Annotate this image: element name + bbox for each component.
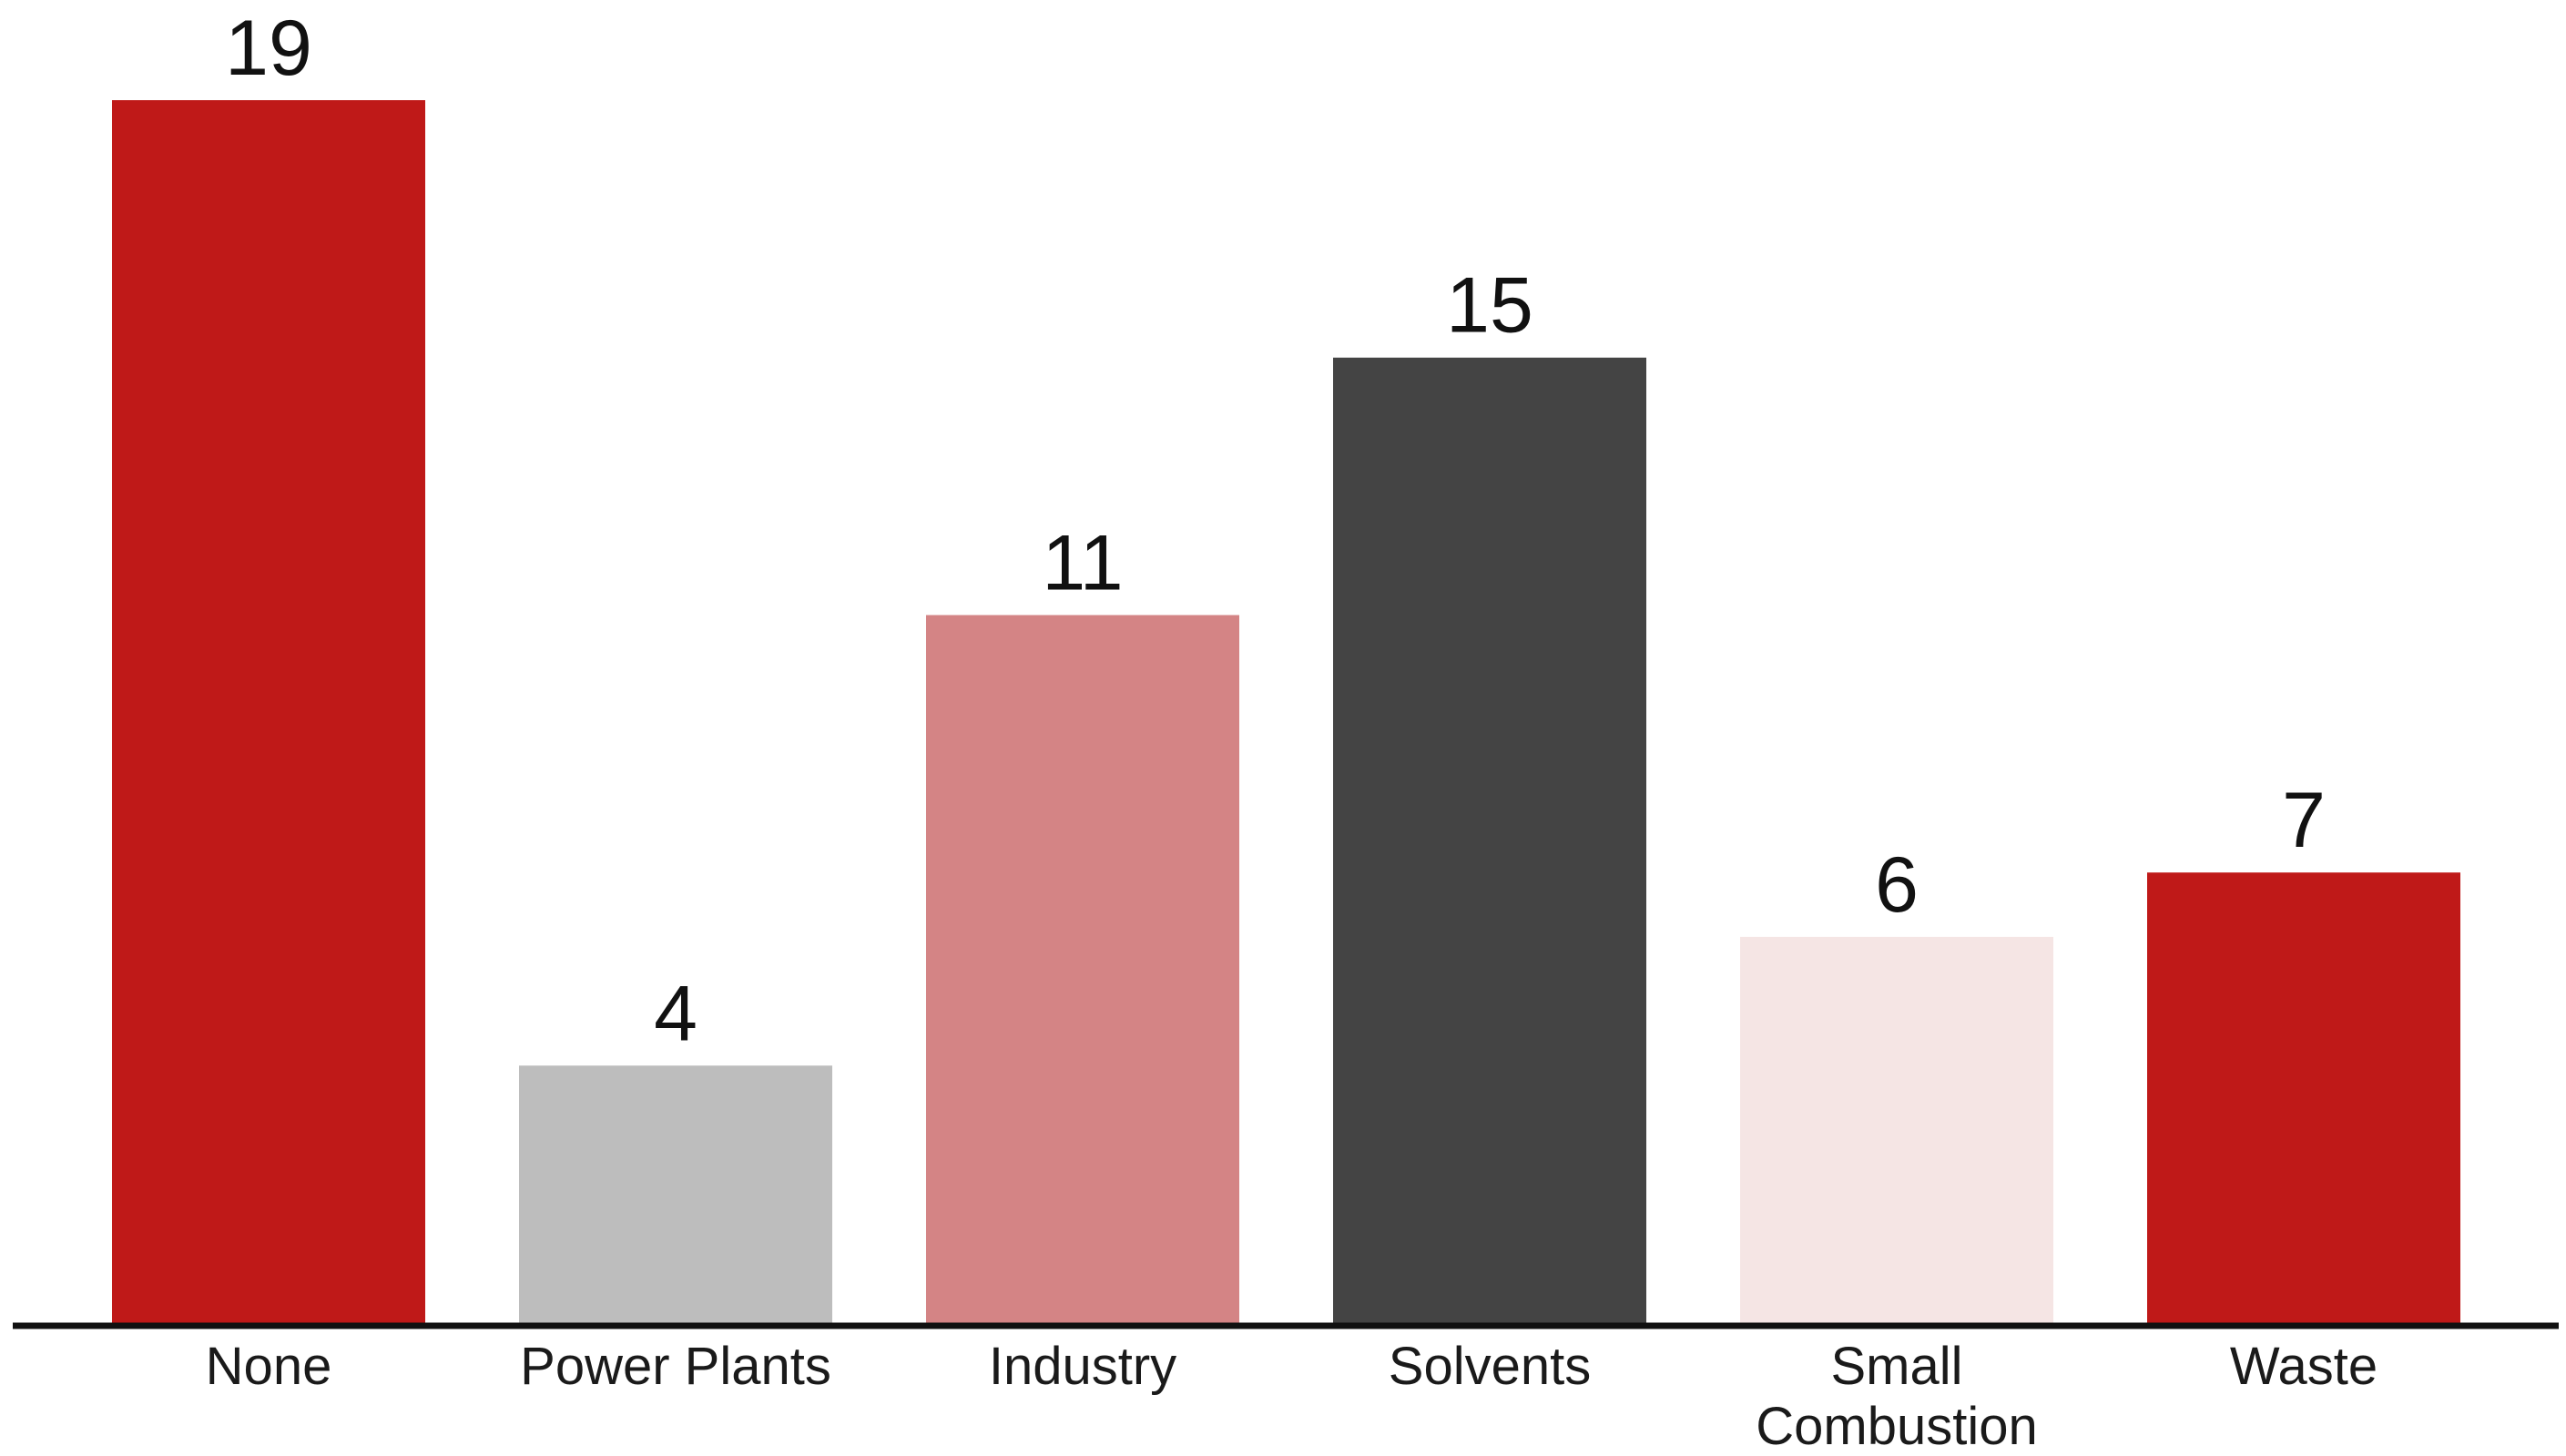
bar-none (112, 100, 425, 1323)
tick-label-waste: Waste (2230, 1337, 2378, 1396)
value-label-industry: 11 (1042, 519, 1123, 606)
value-label-small-combustion: 6 (1875, 841, 1919, 929)
bars-group (112, 100, 2460, 1324)
tick-label-solvents: Solvents (1389, 1337, 1591, 1396)
bar-waste (2147, 872, 2460, 1323)
bar-solvents (1333, 357, 1646, 1324)
tick-labels-group: None Power Plants Industry Solvents Small Com… (206, 1337, 2378, 1456)
bar-industry (926, 615, 1239, 1323)
value-label-waste: 7 (2282, 777, 2326, 864)
value-label-power-plants: 4 (654, 970, 698, 1057)
tick-label-small-combustion: Small Combustion (1756, 1337, 2037, 1456)
value-label-solvents: 15 (1446, 262, 1533, 350)
tick-label-power-plants: Power Plants (520, 1337, 831, 1396)
value-labels-group: 19 4 11 15 6 7 (225, 5, 2326, 1057)
value-label-none: 19 (225, 5, 312, 92)
tick-label-industry: Industry (989, 1337, 1176, 1396)
bar-small-combustion (1740, 936, 2053, 1323)
bar-power-plants (519, 1065, 832, 1323)
tick-label-none: None (206, 1337, 332, 1396)
